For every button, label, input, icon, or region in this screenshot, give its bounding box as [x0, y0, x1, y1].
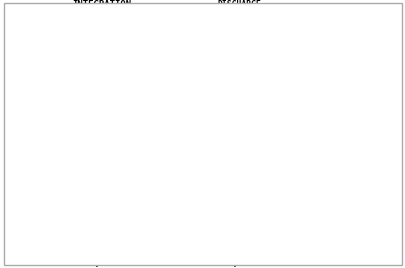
Text: DISCHARGE: DISCHARGE	[238, 261, 272, 266]
Text: 0: 0	[4, 225, 10, 236]
Text: $-V_{REF}$: $-V_{REF}$	[247, 106, 275, 119]
Text: FIXED-RATE
DISCHARGE: FIXED-RATE DISCHARGE	[215, 0, 263, 9]
Text: |V: |V	[306, 107, 318, 118]
Text: CHARGE: CHARGE	[362, 86, 384, 91]
Text: INTEGRATION: INTEGRATION	[72, 0, 131, 9]
Text: T: T	[231, 259, 237, 268]
Text: DISCHARGE: DISCHARGE	[362, 114, 395, 119]
Text: REF: REF	[320, 114, 331, 119]
Text: T: T	[354, 79, 360, 90]
Text: |: |	[332, 107, 338, 118]
Text: T: T	[94, 259, 99, 268]
Text: IN: IN	[320, 86, 327, 91]
Text: $V_{IN}$: $V_{IN}$	[77, 95, 92, 109]
Text: CHARGE: CHARGE	[100, 261, 123, 266]
Text: TIME: TIME	[379, 226, 399, 235]
Text: |: |	[328, 79, 334, 90]
Text: =: =	[339, 94, 345, 104]
Text: $-V_{REF}$: $-V_{REF}$	[221, 149, 248, 162]
Text: |V: |V	[306, 79, 318, 90]
Text: $V_{IN}$: $V_{IN}$	[97, 146, 113, 160]
Text: T: T	[354, 107, 360, 118]
